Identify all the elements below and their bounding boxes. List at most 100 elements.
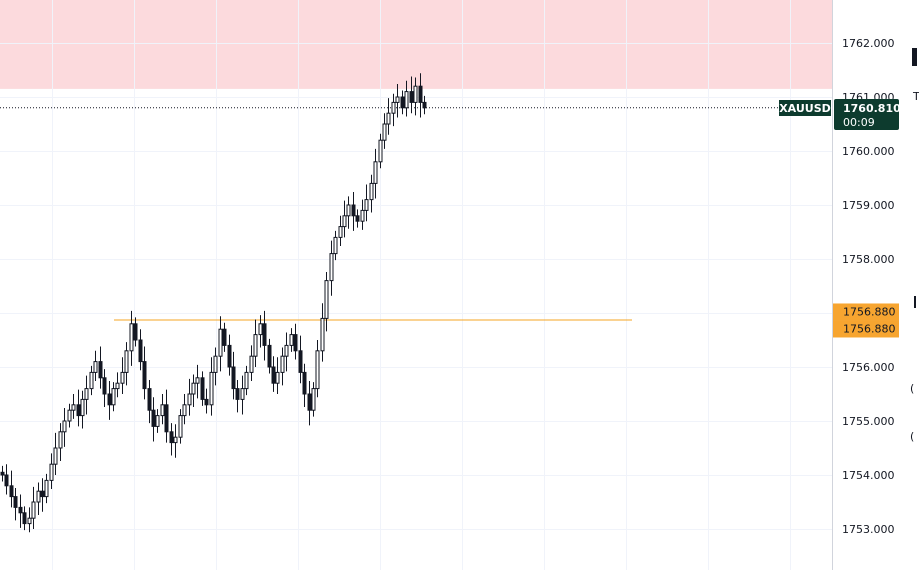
candle-body xyxy=(284,344,289,357)
candle-body xyxy=(9,485,14,498)
candle-body xyxy=(280,355,285,373)
candle-body xyxy=(302,371,307,395)
toolbar-glyph xyxy=(914,296,916,308)
candle-body xyxy=(107,393,112,406)
price-tick-label: 1755.000 xyxy=(842,415,895,428)
current-price-tag-bg xyxy=(834,99,899,130)
candle-body xyxy=(40,490,45,498)
candlestick-series xyxy=(0,73,427,533)
candle-body xyxy=(169,431,174,444)
toolbar-glyph: ( xyxy=(910,382,914,395)
gridlines xyxy=(0,0,832,570)
candle-body xyxy=(324,280,329,319)
candle-body xyxy=(222,328,227,346)
right-toolbar-fragment: T ( ( xyxy=(910,48,919,443)
candle-body xyxy=(98,361,103,379)
candle-body xyxy=(386,112,391,125)
symbol-tag-bg xyxy=(779,100,831,116)
candle-body xyxy=(67,409,72,422)
candle-body xyxy=(115,382,120,390)
candle-body xyxy=(418,85,423,103)
candle-body xyxy=(298,350,303,373)
candle-body xyxy=(164,404,169,433)
candle-body xyxy=(315,350,320,390)
candle-body xyxy=(364,199,369,211)
candle-body xyxy=(58,431,63,449)
candle-body xyxy=(44,479,49,498)
candle-body xyxy=(231,366,236,390)
toolbar-glyph xyxy=(912,48,917,66)
candle-body xyxy=(235,388,240,400)
countdown-label: 00:09 xyxy=(843,116,875,129)
candle-body xyxy=(204,398,209,406)
candle-body xyxy=(258,323,263,336)
candle-body xyxy=(155,415,160,427)
candle-body xyxy=(62,420,67,433)
candle-body xyxy=(36,490,41,503)
candle-body xyxy=(240,388,245,400)
price-tick-label: 1762.000 xyxy=(842,37,895,50)
toolbar-glyph: T xyxy=(912,90,919,103)
candle-body xyxy=(213,355,218,373)
candle-body xyxy=(102,377,107,395)
symbol-tag: XAUUSD xyxy=(779,100,831,116)
candle-body xyxy=(249,355,254,373)
candle-body xyxy=(382,123,387,141)
candle-body xyxy=(80,398,85,417)
candle-body xyxy=(333,236,338,255)
candle-body xyxy=(227,344,232,368)
candle-body xyxy=(289,334,294,346)
candle-body xyxy=(195,377,200,384)
candle-body xyxy=(49,463,54,481)
candle-body xyxy=(262,323,267,346)
candle-body xyxy=(311,388,316,411)
candle-body xyxy=(369,182,374,201)
candle-body xyxy=(422,101,427,109)
price-tick-label: 1754.000 xyxy=(842,469,895,482)
candle-body xyxy=(27,517,32,525)
candle-body xyxy=(209,371,214,406)
current-price-label: 1760.810 xyxy=(843,102,901,115)
candle-body xyxy=(89,371,94,390)
candle-body xyxy=(320,317,325,352)
candle-body xyxy=(93,361,98,373)
candle-body xyxy=(151,409,156,427)
price-tick-label: 1758.000 xyxy=(842,253,895,266)
candle-body xyxy=(395,96,400,103)
candle-body xyxy=(200,377,205,400)
candle-body xyxy=(53,447,58,465)
candle-body xyxy=(378,139,383,163)
candle-body xyxy=(76,404,81,417)
candle-body xyxy=(187,393,192,406)
candle-body xyxy=(142,361,147,390)
current-price-tag: 1760.810 00:09 xyxy=(834,99,901,130)
resistance-zone xyxy=(0,0,832,89)
price-tick-label: 1760.000 xyxy=(842,145,895,158)
level-labels: 1756.880 1756.880 xyxy=(833,303,899,338)
candle-body xyxy=(351,204,356,217)
candle-body xyxy=(218,328,223,357)
candle-body xyxy=(253,334,258,357)
candle-body xyxy=(133,323,138,341)
candle-body xyxy=(4,474,9,487)
candle-body xyxy=(338,226,343,238)
candle-body xyxy=(355,215,360,222)
level-tag-bg xyxy=(833,303,899,321)
candle-body xyxy=(391,101,396,114)
candle-body xyxy=(0,471,5,476)
candle-body xyxy=(129,323,134,352)
price-tick-label: 1756.000 xyxy=(842,361,895,374)
candle-body xyxy=(275,371,280,384)
candle-body xyxy=(178,415,183,438)
candle-body xyxy=(307,393,312,411)
candle-body xyxy=(31,501,36,519)
candle-body xyxy=(191,382,196,395)
price-axis[interactable]: 1753.0001754.0001755.0001756.0001757.000… xyxy=(842,37,895,536)
symbol-label: XAUUSD xyxy=(779,102,831,115)
level-tag-bg xyxy=(833,320,899,338)
candle-body xyxy=(404,91,409,109)
candle-body xyxy=(124,350,129,373)
candle-body xyxy=(120,371,125,384)
candle-body xyxy=(111,388,116,406)
